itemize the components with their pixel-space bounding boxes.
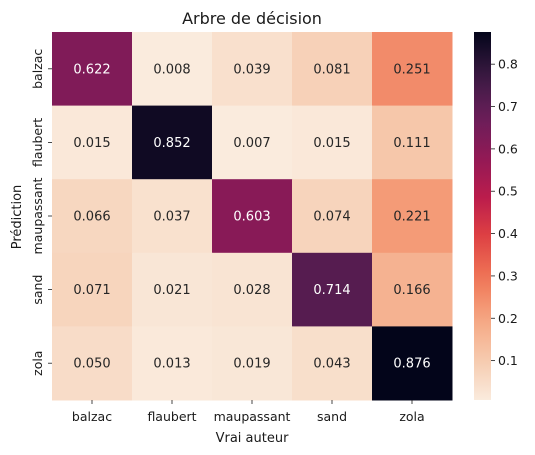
cell-value-label: 0.019 — [233, 357, 270, 372]
cell-value-label: 0.008 — [153, 62, 190, 77]
heatmap-cell — [292, 326, 373, 401]
colorbar-tick-label: 0.6 — [498, 141, 518, 156]
cell-value-label: 0.852 — [153, 136, 190, 151]
x-axis-ticks: balzac flaubert maupassant sand zola — [72, 400, 425, 424]
cell-value-label: 0.714 — [313, 283, 350, 298]
cell-value-label: 0.021 — [153, 283, 190, 298]
y-tick-label: flaubert — [30, 118, 45, 167]
x-tick-label: flaubert — [147, 409, 196, 424]
cell-value-label: 0.066 — [73, 210, 110, 225]
x-axis-label: Vrai auteur — [216, 431, 289, 446]
heatmap-cell — [212, 32, 293, 107]
cell-value-label: 0.028 — [233, 283, 270, 298]
cell-value-label: 0.603 — [233, 210, 270, 225]
cell-value-label: 0.166 — [393, 283, 430, 298]
y-tick-label: maupassant — [30, 177, 45, 254]
cell-value-label: 0.043 — [313, 357, 350, 372]
heatmap-cell — [212, 252, 293, 327]
cell-value-label: 0.015 — [73, 136, 110, 151]
heatmap-cell — [292, 105, 373, 180]
heatmap-cell — [52, 179, 133, 254]
heatmap-cell — [292, 252, 373, 327]
chart-title: Arbre de décision — [182, 9, 322, 28]
heatmap-cell — [132, 179, 213, 254]
heatmap-cell — [132, 105, 213, 180]
colorbar-gradient — [474, 32, 491, 400]
heatmap-cell — [212, 179, 293, 254]
heatmap-cell — [132, 32, 213, 107]
heatmap-cell — [52, 252, 133, 327]
cell-value-label: 0.050 — [73, 357, 110, 372]
heatmap-cell — [372, 32, 453, 107]
cell-value-label: 0.251 — [393, 62, 430, 77]
y-axis-ticks: balzac flaubert maupassant sand zola — [30, 49, 52, 376]
cell-value-label: 0.013 — [153, 357, 190, 372]
cell-value-label: 0.111 — [393, 136, 430, 151]
colorbar-tick-label: 0.2 — [498, 311, 518, 326]
heatmap-cells: 0.622 0.008 0.039 0.081 0.251 0.015 0.852 0.007… — [52, 32, 453, 401]
colorbar-tick-label: 0.1 — [498, 353, 518, 368]
y-tick-label: balzac — [30, 49, 45, 89]
cell-value-label: 0.876 — [393, 357, 430, 372]
x-tick-label: maupassant — [214, 409, 291, 424]
colorbar-tick-label: 0.3 — [498, 268, 518, 283]
heatmap-cell — [132, 326, 213, 401]
cell-value-label: 0.074 — [313, 210, 350, 225]
cell-value-label: 0.039 — [233, 62, 270, 77]
y-tick-label: sand — [30, 275, 45, 305]
heatmap-cell — [372, 252, 453, 327]
x-tick-label: sand — [317, 409, 347, 424]
cell-value-label: 0.622 — [73, 62, 110, 77]
heatmap-cell — [52, 326, 133, 401]
cell-value-label: 0.221 — [393, 210, 430, 225]
cell-value-label: 0.081 — [313, 62, 350, 77]
cell-value-label: 0.037 — [153, 210, 190, 225]
cell-value-label: 0.015 — [313, 136, 350, 151]
cell-value-label: 0.071 — [73, 283, 110, 298]
heatmap-cell — [372, 105, 453, 180]
x-tick-label: zola — [399, 409, 424, 424]
heatmap-cell — [212, 105, 293, 180]
colorbar: 0.1 0.2 0.3 0.4 0.5 0.6 0.7 0.8 — [474, 32, 518, 400]
cell-value-label: 0.007 — [233, 136, 270, 151]
y-tick-label: zola — [30, 351, 45, 376]
heatmap-cell — [292, 32, 373, 107]
heatmap-cell — [372, 179, 453, 254]
colorbar-tick-label: 0.4 — [498, 226, 518, 241]
colorbar-tick-label: 0.8 — [498, 57, 518, 72]
heatmap-cell — [372, 326, 453, 401]
y-axis-label: Prédiction — [10, 185, 25, 250]
heatmap-cell — [132, 252, 213, 327]
heatmap-cell — [212, 326, 293, 401]
heatmap-cell — [292, 179, 373, 254]
colorbar-tick-label: 0.7 — [498, 99, 518, 114]
heatmap-cell — [52, 105, 133, 180]
heatmap-cell — [52, 32, 133, 107]
x-tick-label: balzac — [72, 409, 112, 424]
colorbar-tick-label: 0.5 — [498, 184, 518, 199]
